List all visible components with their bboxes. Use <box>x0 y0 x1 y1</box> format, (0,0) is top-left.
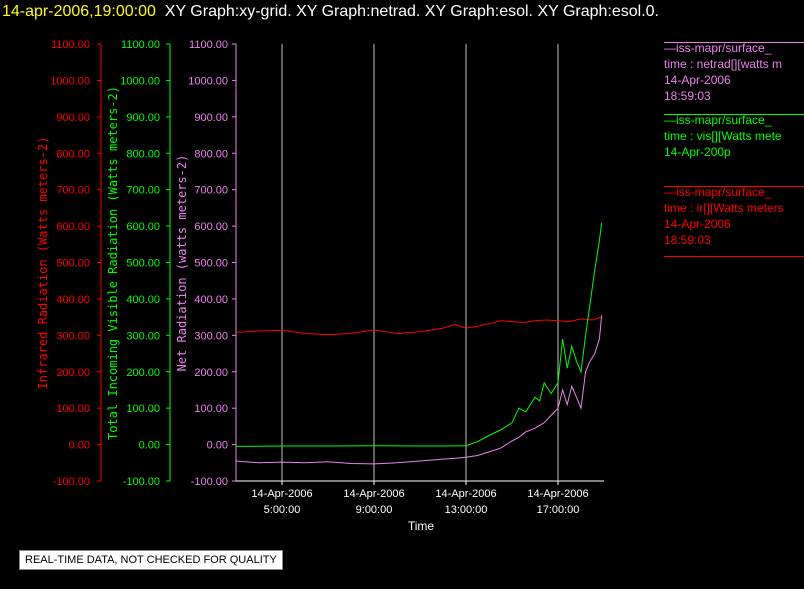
disclaimer: REAL-TIME DATA, NOT CHECKED FOR QUALITY <box>19 550 283 570</box>
y-tick-label: 400.00 <box>126 294 160 306</box>
y-tick-label: 300.00 <box>126 330 160 342</box>
y-tick-label: 200.00 <box>126 367 160 379</box>
x-tick-date: 14-Apr-2006 <box>251 488 312 500</box>
x-axis-title: Time <box>408 519 435 533</box>
legend-source: —iss-mapr/surface_ <box>664 113 772 127</box>
y-tick-label: 700.00 <box>194 185 228 197</box>
y-tick-label: 500.00 <box>194 258 228 270</box>
legend-separator <box>664 42 804 43</box>
y-axis-title-3: Net Radiation (watts meters-2) <box>175 155 189 372</box>
y-tick-label: 1000.00 <box>50 75 90 87</box>
y-tick-label: 0.00 <box>69 440 90 452</box>
legend-source: —iss-mapr/surface_ <box>664 185 772 199</box>
header-title: 14-apr-2006,19:00:00 XY Graph:xy-grid. X… <box>2 3 659 21</box>
legend-time <box>664 160 804 176</box>
y-tick-label: 400.00 <box>194 294 228 306</box>
legend-date: 14-Apr-2006 <box>664 217 731 231</box>
y-tick-label: 300.00 <box>56 330 90 342</box>
y-tick-label: -100.00 <box>123 476 160 488</box>
y-tick-label: 700.00 <box>126 185 160 197</box>
y-tick-label: 200.00 <box>194 367 228 379</box>
y-tick-label: 800.00 <box>56 148 90 160</box>
y-tick-label: 1100.00 <box>51 39 90 51</box>
series-line-vis <box>235 222 603 447</box>
x-tick-date: 14-Apr-2006 <box>343 488 404 500</box>
legend-separator <box>664 256 804 257</box>
y-tick-label: 500.00 <box>126 258 160 270</box>
legend-variable: time : vis[][Watts mete <box>664 129 782 143</box>
x-tick-time: 9:00:00 <box>356 504 393 516</box>
y-tick-label: -100.00 <box>53 476 90 488</box>
legend-date: 14-Apr-200p <box>664 145 731 159</box>
series-line-netrad <box>235 315 603 465</box>
legend-entry: —iss-mapr/surface_time : netrad[][watts … <box>664 40 804 104</box>
legend-entry: —iss-mapr/surface_time : vis[][Watts met… <box>664 112 804 176</box>
y-tick-label: 700.00 <box>56 185 90 197</box>
legend-date: 14-Apr-2006 <box>664 73 731 87</box>
legend-time: 18:59:03 <box>664 233 711 247</box>
y-tick-label: 600.00 <box>56 221 90 233</box>
y-tick-label: 600.00 <box>194 221 228 233</box>
y-tick-label: 1000.00 <box>188 75 228 87</box>
legend-entry: —iss-mapr/surface_time : ir[][Watts mete… <box>664 184 804 248</box>
x-tick-date: 14-Apr-2006 <box>435 488 496 500</box>
y-tick-label: 900.00 <box>194 112 228 124</box>
y-tick-label: 1100.00 <box>189 39 228 51</box>
y-tick-label: 1100.00 <box>121 39 160 51</box>
x-tick-time: 13:00:00 <box>445 504 488 516</box>
y-tick-label: 100.00 <box>56 403 90 415</box>
series-line-ir <box>235 316 602 336</box>
timestamp: 14-apr-2006,19:00:00 <box>2 3 156 20</box>
y-axis-title-1: Infrared Radiation (Watts meters-2) <box>36 137 50 390</box>
legend-separator <box>664 186 804 187</box>
y-tick-label: 900.00 <box>56 112 90 124</box>
y-tick-label: 900.00 <box>126 112 160 124</box>
y-tick-label: 600.00 <box>126 221 160 233</box>
x-tick-time: 5:00:00 <box>264 504 301 516</box>
legend-source: —iss-mapr/surface_ <box>664 41 772 55</box>
y-tick-label: 800.00 <box>194 148 228 160</box>
legend-variable: time : ir[][Watts meters <box>664 201 784 215</box>
y-tick-label: 1000.00 <box>120 75 160 87</box>
graph-list: XY Graph:xy-grid. XY Graph:netrad. XY Gr… <box>164 3 659 20</box>
legend-variable: time : netrad[][watts m <box>664 57 783 71</box>
x-tick-time: 17:00:00 <box>537 504 580 516</box>
y-tick-label: 200.00 <box>56 367 90 379</box>
legend-time: 18:59:03 <box>664 89 711 103</box>
y-axis-title-2: Total Incoming Visible Radiation (Watts … <box>106 86 120 440</box>
y-tick-label: 500.00 <box>56 258 90 270</box>
y-tick-label: -100.00 <box>191 476 228 488</box>
y-tick-label: 400.00 <box>56 294 90 306</box>
y-tick-label: 0.00 <box>139 440 160 452</box>
x-tick-date: 14-Apr-2006 <box>527 488 588 500</box>
y-tick-label: 100.00 <box>126 403 160 415</box>
y-tick-label: 300.00 <box>194 330 228 342</box>
legend-separator <box>664 114 804 115</box>
y-tick-label: 100.00 <box>194 403 228 415</box>
y-tick-label: 0.00 <box>207 440 228 452</box>
y-tick-label: 800.00 <box>126 148 160 160</box>
